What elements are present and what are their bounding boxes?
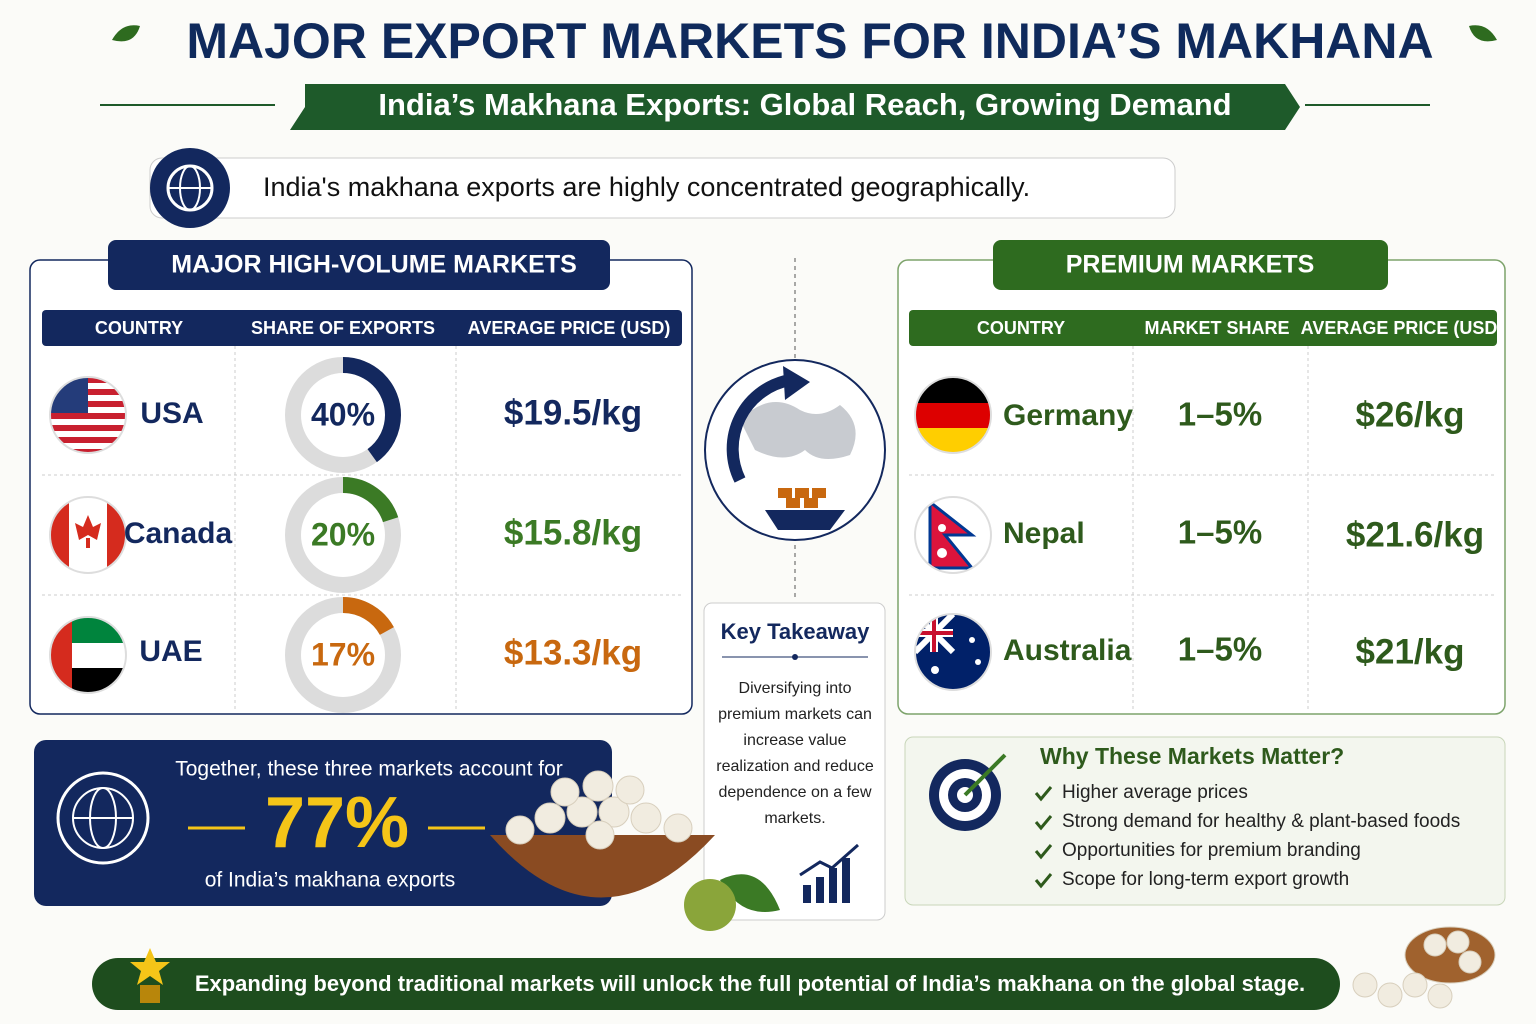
column-header: COUNTRY	[977, 318, 1065, 338]
country: UAE	[139, 635, 202, 668]
share-ring	[285, 477, 401, 593]
takeaway-title: Key Takeaway	[721, 619, 871, 644]
summary-box	[34, 740, 612, 906]
footer-banner	[92, 958, 1340, 1010]
panel-tab	[993, 240, 1388, 290]
makhana-scoop	[1352, 926, 1496, 1009]
share-ring	[285, 357, 401, 473]
subtitle: India’s Makhana Exports: Global Reach, G…	[378, 87, 1231, 122]
price: $19.5/kg	[504, 393, 642, 432]
column-header: MARKET SHARE	[1144, 318, 1289, 338]
country: Australia	[1003, 634, 1132, 667]
share: 1–5%	[1178, 396, 1262, 433]
ship-icon	[765, 510, 845, 530]
check-icon	[1034, 844, 1053, 860]
footer-text: Expanding beyond traditional markets wil…	[195, 971, 1305, 996]
flag-australia	[915, 614, 991, 690]
title: MAJOR EXPORT MARKETS FOR INDIA’S MAKHANA	[186, 13, 1433, 69]
price: $26/kg	[1356, 395, 1465, 434]
country: Germany	[1003, 399, 1133, 432]
summary-tail: of India’s makhana exports	[205, 869, 456, 892]
summary-lead: Together, these three markets account fo…	[175, 758, 563, 781]
column-header: AVERAGE PRICE (USD)	[1301, 318, 1504, 338]
column-header: AVERAGE PRICE (USD)	[468, 318, 671, 338]
country: Nepal	[1003, 517, 1085, 550]
column-header: SHARE OF EXPORTS	[251, 318, 435, 338]
table-grid	[909, 346, 1497, 712]
share: 1–5%	[1178, 514, 1262, 551]
price: $15.8/kg	[504, 513, 642, 552]
why-item: Strong demand for healthy & plant-based …	[1062, 811, 1460, 832]
why-title: Why These Markets Matter?	[1040, 743, 1344, 769]
takeaway-box	[703, 602, 886, 921]
why-item: Scope for long-term export growth	[1062, 869, 1349, 890]
panel-title: PREMIUM MARKETS	[1066, 251, 1315, 279]
column-header: COUNTRY	[95, 318, 183, 338]
table-header	[909, 310, 1497, 346]
summary-value: 77%	[265, 783, 409, 863]
panel-title: MAJOR HIGH-VOLUME MARKETS	[171, 251, 577, 279]
check-icon	[1034, 786, 1053, 802]
check-icon	[1034, 815, 1053, 831]
makhana-bowl	[490, 770, 780, 931]
country: USA	[140, 397, 203, 430]
why-box	[904, 736, 1506, 906]
price: $21/kg	[1356, 632, 1465, 671]
table-header	[42, 310, 682, 346]
share: 1–5%	[1178, 631, 1262, 668]
price: $21.6/kg	[1346, 515, 1484, 554]
share-label: 20%	[311, 516, 375, 552]
country: Canada	[124, 517, 233, 550]
why-item: Opportunities for premium branding	[1062, 840, 1361, 861]
flag-nepal	[915, 497, 991, 573]
why-item: Higher average prices	[1062, 782, 1248, 803]
share-label: 17%	[311, 636, 375, 672]
share-ring	[285, 597, 401, 713]
growth-icon	[803, 858, 850, 903]
panel-tab	[108, 240, 610, 290]
target-icon	[929, 753, 1007, 831]
table-grid	[42, 346, 682, 712]
share-label: 40%	[311, 396, 375, 432]
check-icon	[1034, 873, 1053, 889]
takeaway-text: Diversifying into premium markets can in…	[716, 680, 874, 827]
subtitle-banner	[290, 84, 1300, 130]
intro-text: India's makhana exports are highly conce…	[263, 172, 1030, 202]
price: $13.3/kg	[504, 633, 642, 672]
takeaway-text-box: Diversifying into premium markets can in…	[716, 680, 874, 827]
trophy-icon	[130, 948, 170, 985]
globe-icon	[56, 771, 150, 865]
